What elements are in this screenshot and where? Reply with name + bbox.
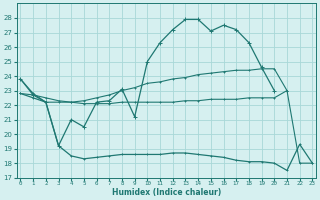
X-axis label: Humidex (Indice chaleur): Humidex (Indice chaleur) — [112, 188, 221, 197]
